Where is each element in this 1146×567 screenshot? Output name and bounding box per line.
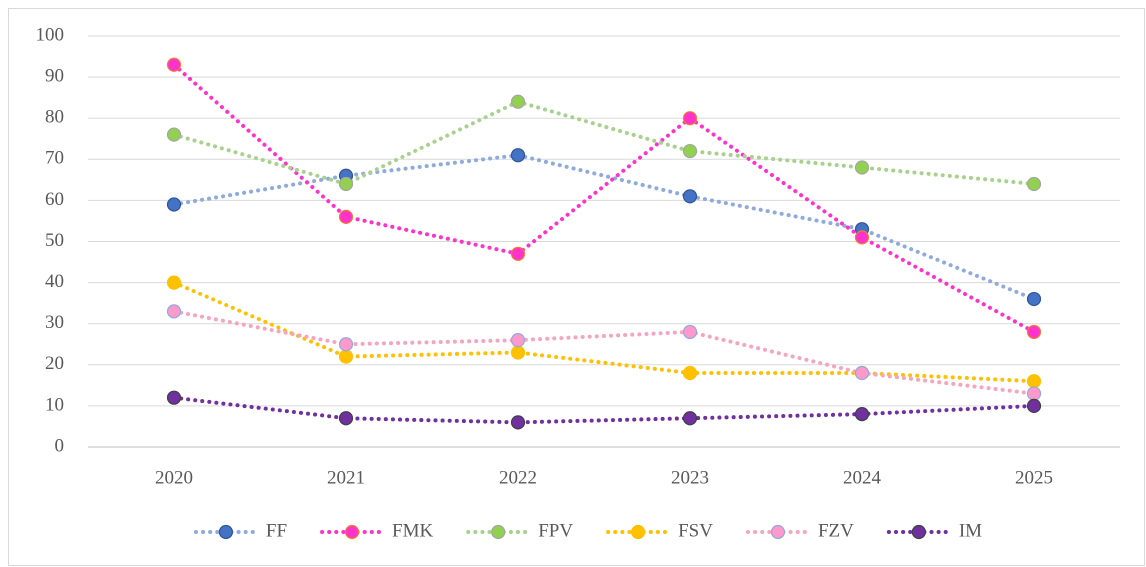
legend: FF FMK FPV FSV FZV IM <box>193 520 982 541</box>
data-point <box>166 304 182 319</box>
data-point <box>854 230 870 245</box>
x-tick-label: 2024 <box>843 467 882 488</box>
data-point <box>166 57 182 72</box>
series-line <box>172 309 1036 396</box>
x-tick-label: 2020 <box>155 467 193 488</box>
data-point <box>682 143 698 159</box>
legend-label: IM <box>959 520 982 541</box>
x-tick-label: 2023 <box>671 467 709 488</box>
y-tick-label: 100 <box>36 24 65 45</box>
y-tick-label: 0 <box>55 435 65 456</box>
x-tick-label: 2021 <box>327 467 365 488</box>
data-point <box>682 411 698 426</box>
data-point <box>510 246 526 261</box>
y-tick-label: 10 <box>45 394 64 415</box>
data-point <box>510 345 526 360</box>
data-point <box>166 275 182 290</box>
data-point <box>1026 176 1042 192</box>
y-tick-label: 60 <box>45 189 64 210</box>
y-tick-label: 40 <box>45 271 64 292</box>
data-point <box>338 176 354 192</box>
data-point <box>338 349 354 364</box>
legend-marker <box>770 524 786 540</box>
legend-label: FSV <box>678 520 713 541</box>
data-point <box>1026 374 1042 389</box>
series-line <box>172 153 1036 302</box>
legend-marker <box>911 524 926 540</box>
legend-marker <box>491 524 506 540</box>
data-point <box>1026 291 1042 307</box>
legend-label: FZV <box>818 520 854 541</box>
data-point <box>682 365 698 381</box>
data-point <box>854 160 870 175</box>
data-point <box>682 324 698 340</box>
data-point <box>510 148 526 163</box>
series-line <box>172 99 1036 187</box>
legend-label: FMK <box>392 520 433 541</box>
x-tick-label: 2022 <box>499 467 537 488</box>
data-point <box>510 415 526 430</box>
y-tick-label: 20 <box>45 353 64 374</box>
y-tick-label: 30 <box>45 312 64 333</box>
data-point <box>1026 386 1042 401</box>
data-point <box>1026 324 1042 340</box>
data-point <box>1026 398 1042 413</box>
series-line <box>172 280 1036 384</box>
x-tick-label: 2025 <box>1015 467 1053 488</box>
series-line <box>172 62 1036 334</box>
chart-border <box>8 8 1145 566</box>
y-tick-label: 50 <box>45 230 64 251</box>
y-tick-label: 90 <box>45 65 64 86</box>
data-point <box>510 94 526 109</box>
legend-marker <box>218 524 234 540</box>
data-point <box>510 333 526 348</box>
legend-label: FPV <box>538 520 573 541</box>
data-point <box>166 197 182 212</box>
y-tick-label: 70 <box>45 148 64 169</box>
data-point <box>338 337 354 352</box>
data-point <box>682 111 698 126</box>
data-point <box>338 209 354 224</box>
legend-marker <box>344 524 360 540</box>
y-tick-label: 80 <box>45 107 64 128</box>
data-point <box>338 411 354 426</box>
data-point <box>854 407 870 422</box>
data-point <box>166 127 182 142</box>
legend-marker <box>630 524 646 540</box>
data-point <box>854 365 870 381</box>
legend-label: FF <box>266 520 287 541</box>
data-point <box>682 189 698 204</box>
data-point <box>166 390 182 405</box>
series-line <box>172 395 1036 425</box>
